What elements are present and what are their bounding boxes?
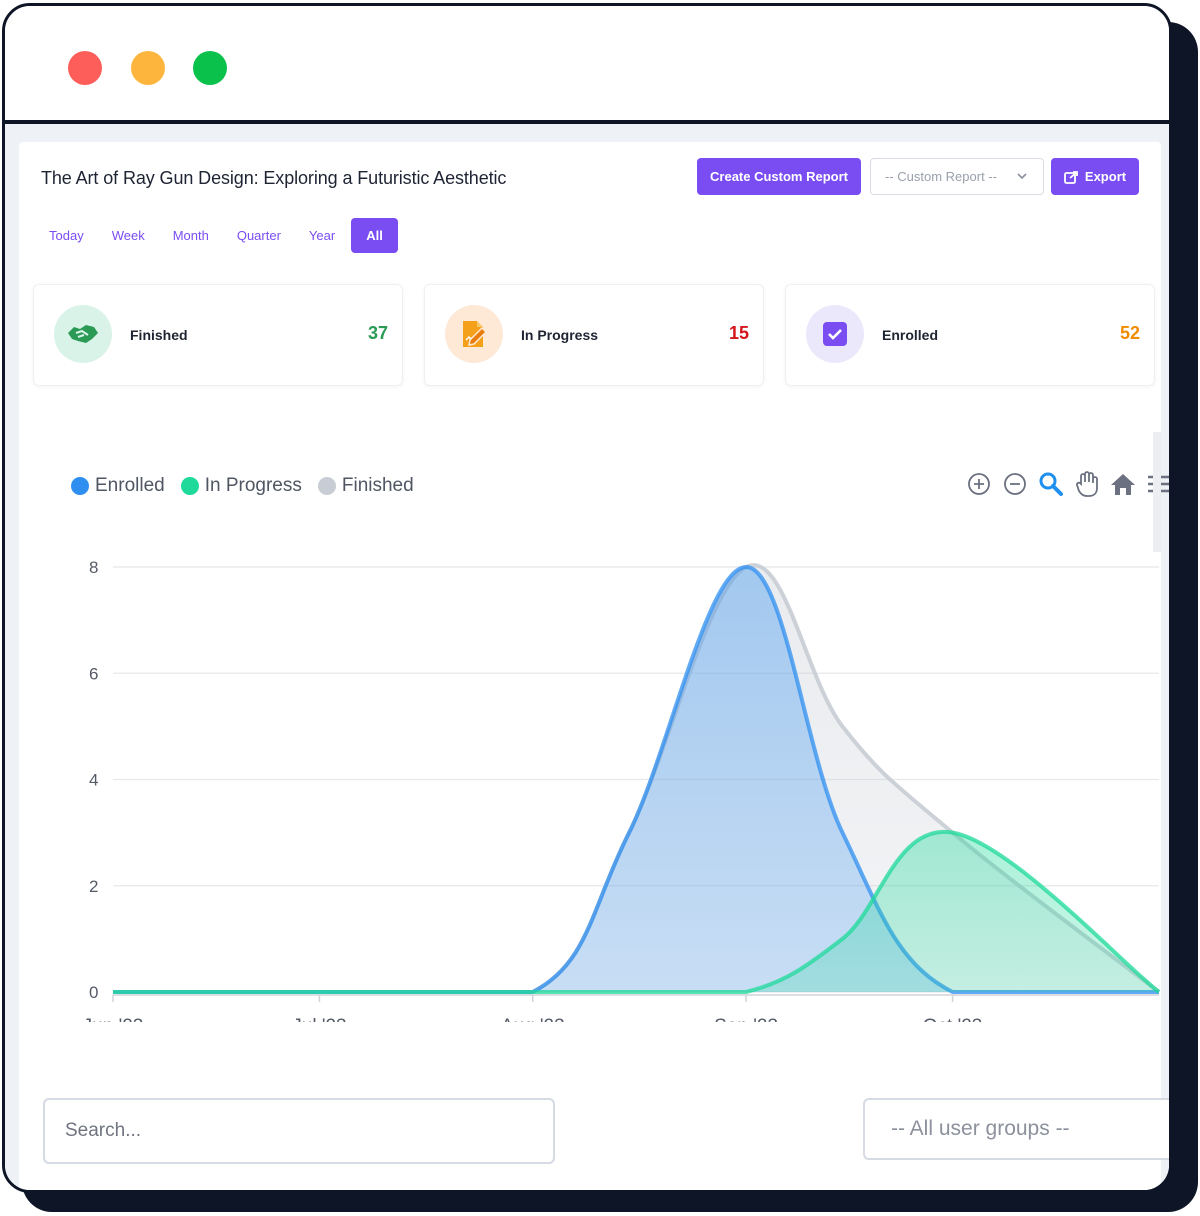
export-icon: [1064, 170, 1078, 184]
stat-icon-bg: [445, 305, 503, 363]
legend-label: In Progress: [204, 475, 302, 496]
reset-home-icon[interactable]: [1109, 470, 1137, 498]
tab-quarter[interactable]: Quarter: [236, 228, 281, 243]
chart-toolbar: [965, 470, 1169, 498]
legend-label: Enrolled: [95, 475, 165, 496]
activity-chart: 0 2 4 6 8 Jun '23 Jul '23 Aug '23 Sep '23 Oct '23…: [49, 462, 1169, 1022]
stat-label: Enrolled: [882, 327, 939, 343]
legend-item-in-progress[interactable]: In Progress: [180, 475, 302, 497]
area-chart-svg: 0 2 4 6 8 Jun '23 Jul '23 Aug '23 Sep '23 Oct '23: [83, 558, 1161, 1022]
zoom-in-icon[interactable]: [965, 470, 993, 498]
y-tick-label: 4: [89, 771, 98, 790]
browser-window: The Art of Ray Gun Design: Exploring a F…: [2, 3, 1172, 1193]
y-tick-label: 6: [89, 664, 98, 683]
zoom-out-icon[interactable]: [1001, 470, 1029, 498]
y-tick-label: 2: [89, 877, 98, 896]
page-title: The Art of Ray Gun Design: Exploring a F…: [41, 168, 507, 188]
stat-value: 37: [367, 323, 388, 343]
stat-card-finished: Finished 37: [33, 284, 403, 386]
stat-icon-bg: [806, 305, 864, 363]
handshake-icon: [68, 325, 98, 343]
stat-card-in-progress: In Progress 15: [424, 284, 764, 386]
tab-today[interactable]: Today: [49, 228, 84, 243]
export-button[interactable]: Export: [1051, 158, 1139, 195]
tab-month[interactable]: Month: [172, 228, 209, 243]
maximize-window-button[interactable]: [193, 51, 227, 85]
stat-label: In Progress: [521, 327, 599, 343]
tab-week[interactable]: Week: [111, 228, 145, 243]
close-window-button[interactable]: [68, 51, 102, 85]
x-tick-label: Jul '23: [292, 1016, 346, 1022]
x-tick-label: Jun '23: [83, 1016, 144, 1022]
legend-dot: [317, 477, 336, 495]
create-custom-report-button[interactable]: Create Custom Report: [697, 158, 861, 195]
series-enrolled-area: [113, 567, 1159, 992]
chevron-down-icon: [1017, 173, 1027, 180]
user-groups-select[interactable]: -- All user groups --: [863, 1098, 1169, 1160]
x-tick-label: Oct '23: [923, 1016, 983, 1022]
stat-icon-bg: [54, 305, 112, 363]
series-in-progress-line[interactable]: [112, 830, 1161, 995]
period-tabs: Today Week Month Quarter Year All: [41, 218, 398, 253]
tab-year[interactable]: Year: [308, 228, 336, 243]
custom-report-select[interactable]: -- Custom Report --: [870, 158, 1044, 195]
pan-icon[interactable]: [1073, 470, 1101, 498]
minimize-window-button[interactable]: [131, 51, 165, 85]
stat-value: 15: [728, 323, 749, 343]
y-tick-label: 8: [89, 558, 98, 577]
tab-all[interactable]: All: [351, 218, 398, 253]
x-tick-label: Sep '23: [714, 1016, 778, 1022]
stat-value: 52: [1119, 323, 1140, 343]
search-input[interactable]: [43, 1098, 555, 1164]
legend-label: Finished: [341, 475, 414, 496]
y-tick-label: 0: [89, 983, 98, 1002]
stat-card-enrolled: Enrolled 52: [785, 284, 1155, 386]
chart-legend: Enrolled In Progress Finished: [71, 475, 430, 497]
custom-report-select-value: -- Custom Report --: [885, 169, 997, 184]
page-viewport: The Art of Ray Gun Design: Exploring a F…: [5, 124, 1169, 1190]
series-in-progress-area: [113, 831, 1159, 992]
x-tick-label: Aug '23: [501, 1016, 565, 1022]
scrollbar[interactable]: [1153, 432, 1161, 552]
selection-zoom-icon[interactable]: [1037, 470, 1065, 498]
legend-item-enrolled[interactable]: Enrolled: [71, 475, 165, 497]
checkbox-icon: [823, 322, 847, 346]
legend-item-finished[interactable]: Finished: [317, 475, 414, 497]
report-panel: The Art of Ray Gun Design: Exploring a F…: [19, 142, 1169, 1190]
stat-label: Finished: [130, 327, 188, 343]
legend-dot: [71, 477, 89, 495]
export-label: Export: [1084, 169, 1127, 184]
edit-document-icon: [463, 321, 488, 347]
legend-dot: [180, 477, 199, 495]
window-titlebar: [5, 6, 1169, 124]
